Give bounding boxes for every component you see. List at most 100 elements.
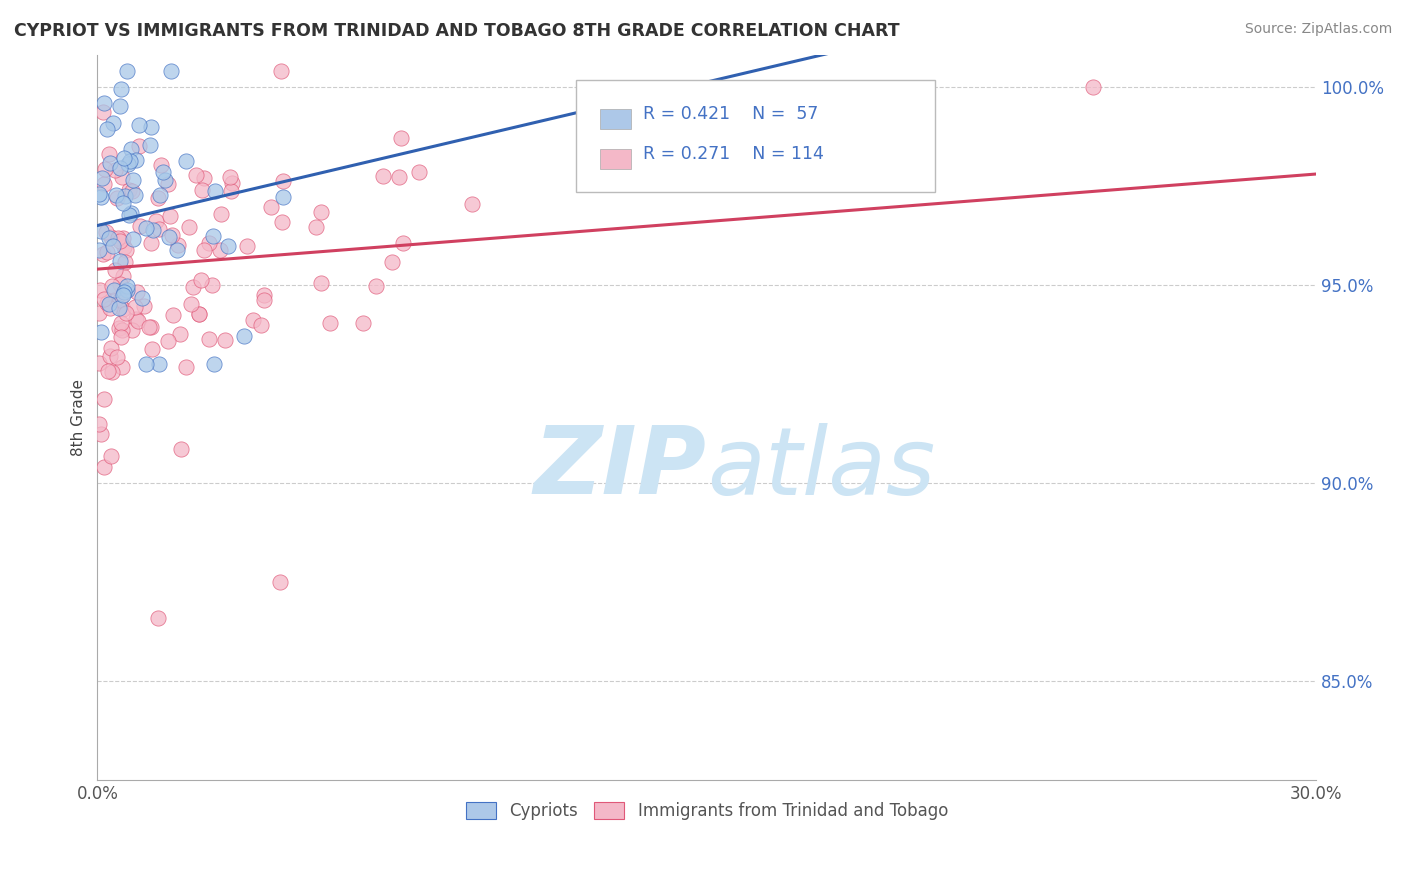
Point [121,322,143,336]
Point [141,235,163,250]
Point [96,122,118,136]
Text: Source: ZipAtlas.com: Source: ZipAtlas.com [1244,22,1392,37]
Point [108,161,131,176]
Point [371,169,394,184]
Point [260,200,283,214]
Point [204,184,226,198]
Point [97,364,120,378]
Point [120,154,142,169]
Point [93,459,115,474]
Point [107,231,129,245]
Point [319,316,342,330]
Point [91,105,114,120]
Point [108,234,131,248]
Point [188,308,211,322]
Point [170,442,193,456]
Point [96,245,118,260]
Point [98,349,121,363]
Point [389,130,412,145]
Point [125,285,148,300]
Point [157,230,180,244]
Point [186,169,208,183]
Point [89,243,111,257]
Point [166,244,188,258]
Point [141,320,163,334]
Point [110,169,132,184]
Point [105,351,128,365]
Point [89,356,111,370]
Point [120,142,142,156]
Point [108,277,131,292]
Point [104,163,127,178]
Point [148,357,170,371]
Point [201,278,224,293]
Point [311,205,333,219]
Point [148,221,170,235]
Point [388,170,411,185]
Point [89,284,111,298]
Point [125,153,148,168]
Point [104,188,127,202]
Point [138,138,160,153]
Point [110,329,132,343]
Point [197,235,219,250]
Point [157,177,180,191]
Point [90,427,112,442]
Text: R = 0.421    N =  57: R = 0.421 N = 57 [643,105,818,123]
Point [167,238,190,252]
Point [115,64,138,78]
Point [180,297,202,311]
Point [98,296,121,310]
Point [89,417,111,431]
Point [188,307,211,321]
Point [101,116,124,130]
Point [107,191,129,205]
Point [111,323,134,337]
Point [141,343,163,357]
Point [98,155,121,169]
Point [138,320,160,334]
Point [214,333,236,347]
Point [269,575,291,590]
Point [107,301,129,315]
Point [112,301,135,316]
Point [160,227,183,242]
Point [201,228,224,243]
Point [145,214,167,228]
Point [100,301,122,316]
Point [209,207,232,221]
Point [135,220,157,235]
Point [93,292,115,306]
Point [120,206,142,220]
Point [193,243,215,257]
Point [112,151,135,165]
Y-axis label: 8th Grade: 8th Grade [72,379,86,456]
Point [110,293,132,307]
Point [115,244,138,258]
Point [128,138,150,153]
Point [381,255,404,269]
Point [392,235,415,250]
Point [127,314,149,328]
Point [236,239,259,253]
Point [461,197,484,211]
Point [219,185,242,199]
Point [242,312,264,326]
Point [112,287,135,301]
Point [148,611,170,625]
Point [93,392,115,406]
Point [114,285,136,299]
Point [146,191,169,205]
Point [93,95,115,110]
Legend: Cypriots, Immigrants from Trinidad and Tobago: Cypriots, Immigrants from Trinidad and T… [458,795,955,826]
Point [98,146,121,161]
Point [100,229,122,244]
Point [169,327,191,342]
Point [174,359,197,374]
Point [115,283,138,297]
Point [149,187,172,202]
Point [121,184,143,198]
Point [253,288,276,302]
Point [190,183,212,197]
Point [149,158,172,172]
